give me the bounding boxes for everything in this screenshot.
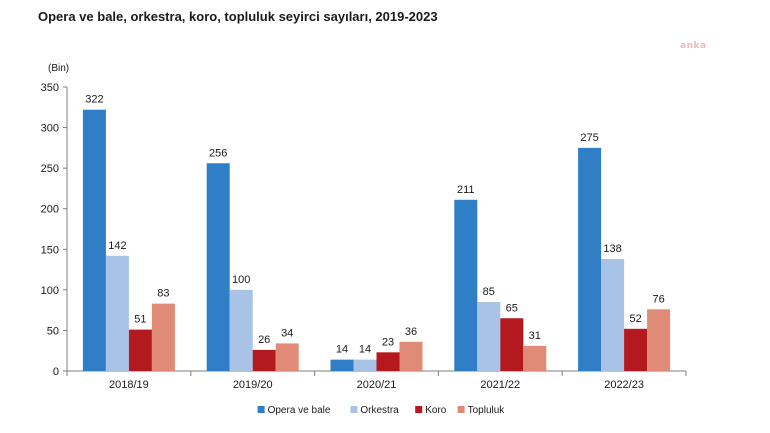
- data-label: 51: [134, 314, 146, 326]
- data-label: 76: [652, 293, 664, 305]
- legend-label: Opera ve bale: [268, 405, 331, 416]
- bar-koro: [128, 329, 152, 371]
- bar-topluluk: [151, 303, 175, 371]
- bar-orkestra: [105, 255, 129, 371]
- chart-bars: [82, 109, 671, 371]
- legend-label: Topluluk: [468, 405, 506, 416]
- bar-topluluk: [647, 309, 671, 371]
- y-tick-label: 200: [41, 204, 59, 216]
- bar-koro: [624, 328, 648, 371]
- data-label: 34: [281, 327, 293, 339]
- bar-opera-ve-bale: [206, 163, 230, 371]
- bar-opera-ve-bale: [578, 147, 602, 371]
- legend-swatch: [415, 406, 423, 413]
- data-label: 23: [382, 336, 394, 348]
- data-label: 100: [232, 274, 250, 286]
- data-label: 14: [359, 344, 371, 356]
- x-tick-label: 2020/21: [357, 379, 397, 391]
- y-tick-label: 150: [41, 244, 59, 256]
- data-label: 322: [85, 94, 103, 106]
- data-label: 52: [629, 313, 641, 325]
- y-tick-label: 0: [53, 366, 59, 378]
- legend-label: Orkestra: [360, 405, 399, 416]
- bar-topluluk: [275, 343, 299, 371]
- x-tick-label: 2019/20: [233, 379, 273, 391]
- y-tick-label: 300: [41, 123, 59, 135]
- bar-topluluk: [523, 345, 547, 371]
- chart-title: Opera ve bale, orkestra, koro, topluluk …: [38, 9, 438, 24]
- bar-orkestra: [353, 359, 377, 371]
- data-label: 31: [529, 330, 541, 342]
- y-axis-label: (Bin): [48, 63, 69, 74]
- data-label: 142: [108, 240, 126, 252]
- bar-opera-ve-bale: [82, 109, 106, 371]
- bar-orkestra: [601, 259, 625, 371]
- data-label: 138: [603, 243, 621, 255]
- bar-opera-ve-bale: [454, 199, 478, 371]
- y-tick-label: 50: [47, 325, 59, 337]
- data-label: 275: [580, 132, 598, 144]
- x-tick-label: 2021/22: [480, 379, 520, 391]
- bar-opera-ve-bale: [330, 359, 354, 371]
- chart-data-labels: 322 142 51 83 256 100 26 34 14 14 23 36 211 85 65 31 275…: [85, 94, 665, 356]
- watermark-logo: anka: [680, 41, 707, 51]
- legend-swatch: [457, 406, 465, 413]
- chart-axes: 0 50 100 150 200 250 300 350 (Bin) 2018/19 2019/20…: [41, 63, 687, 391]
- x-tick-label: 2018/19: [109, 379, 149, 391]
- legend-swatch: [350, 406, 358, 413]
- data-label: 256: [209, 147, 227, 159]
- data-label: 83: [157, 288, 169, 300]
- bar-topluluk: [399, 341, 423, 371]
- chart-legend: Opera ve bale Orkestra Koro Topluluk: [257, 405, 506, 416]
- x-tick-label: 2022/23: [604, 379, 644, 391]
- data-label: 85: [483, 286, 495, 298]
- y-tick-label: 100: [41, 285, 59, 297]
- bar-koro: [376, 352, 400, 371]
- data-label: 65: [506, 302, 518, 314]
- data-label: 36: [405, 326, 417, 338]
- bar-koro: [500, 318, 524, 371]
- bar-orkestra: [229, 289, 253, 371]
- bar-orkestra: [477, 302, 501, 371]
- y-tick-label: 350: [41, 82, 59, 94]
- y-tick-label: 250: [41, 163, 59, 175]
- legend-label: Koro: [425, 405, 447, 416]
- bar-koro: [252, 349, 276, 371]
- data-label: 14: [336, 344, 348, 356]
- data-label: 26: [258, 334, 270, 346]
- data-label: 211: [457, 184, 475, 196]
- legend-swatch: [257, 406, 265, 413]
